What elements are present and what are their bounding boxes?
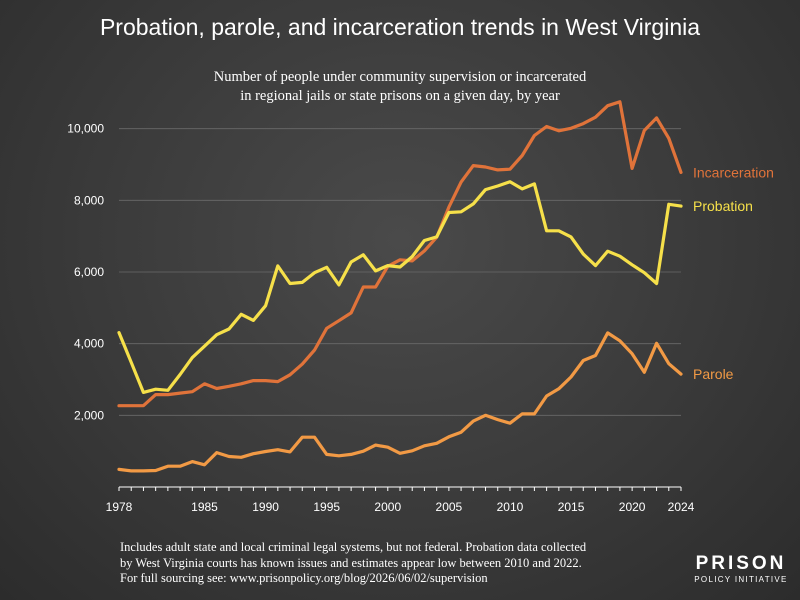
series-labels: Incarceration Probation Parole [693,164,774,382]
x-tick-label: 1985 [191,500,218,514]
axes: 2,000 4,000 6,000 8,000 10,000 1978 1985 1990 19… [67,122,694,514]
x-tick-label: 2005 [436,500,463,514]
series-lines [117,100,683,473]
x-tick-label: 2020 [619,500,646,514]
y-tick-label: 6,000 [74,265,104,279]
series-line-parole [117,331,683,473]
x-tick-label: 2015 [558,500,585,514]
grid-lines [119,128,681,416]
footnote-line-1: Includes adult state and local criminal … [120,540,587,554]
footnote-line-2: by West Virginia courts has known issues… [120,555,582,570]
prison-policy-initiative-logo: PRISON POLICY INITIATIVE [692,554,790,586]
series-label-incarceration: Incarceration [693,164,774,180]
series-line-incarceration [117,100,683,408]
y-tick-label: 4,000 [74,337,104,351]
y-tick-label: 10,000 [67,122,104,136]
x-tick-label: 1978 [106,500,133,514]
subtitle-line-2: in regional jails or state prisons on a … [240,88,560,104]
chart-subtitle: Number of people under community supervi… [0,68,800,106]
x-tick-label: 2000 [374,500,401,514]
chart-title: Probation, parole, and incarceration tre… [99,14,701,40]
logo-bottom-text: POLICY INITIATIVE [694,575,788,584]
x-tick-label: 2010 [497,500,524,514]
footnote: Includes adult state and local criminal … [120,540,680,587]
x-tick-label: 1990 [252,500,279,514]
y-tick-label: 2,000 [74,408,104,422]
series-line-probation [117,180,683,394]
footnote-line-3: For full sourcing see: www.prisonpolicy.… [120,571,488,585]
y-tick-label: 8,000 [74,193,104,207]
x-tick-label: 2024 [668,500,695,514]
x-tick-label: 1995 [313,500,340,514]
series-label-probation: Probation [693,198,753,214]
subtitle-line-1: Number of people under community supervi… [213,69,587,85]
logo-top-text: PRISON [695,553,787,574]
series-label-parole: Parole [693,366,734,382]
